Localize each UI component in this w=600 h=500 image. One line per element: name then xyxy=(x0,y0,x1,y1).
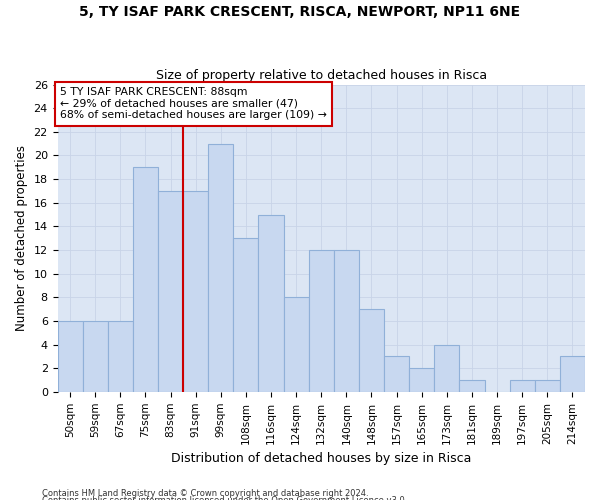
Y-axis label: Number of detached properties: Number of detached properties xyxy=(15,145,28,331)
Text: Contains public sector information licensed under the Open Government Licence v3: Contains public sector information licen… xyxy=(42,496,407,500)
Bar xyxy=(460,380,485,392)
Bar xyxy=(259,214,284,392)
Bar xyxy=(183,191,208,392)
Bar xyxy=(334,250,359,392)
Bar xyxy=(158,191,183,392)
Text: 5 TY ISAF PARK CRESCENT: 88sqm
← 29% of detached houses are smaller (47)
68% of : 5 TY ISAF PARK CRESCENT: 88sqm ← 29% of … xyxy=(60,87,327,120)
Bar xyxy=(83,321,108,392)
Title: Size of property relative to detached houses in Risca: Size of property relative to detached ho… xyxy=(156,69,487,82)
Bar xyxy=(233,238,259,392)
Bar xyxy=(359,309,384,392)
Bar xyxy=(133,168,158,392)
Bar xyxy=(309,250,334,392)
Bar xyxy=(434,344,460,392)
Text: 5, TY ISAF PARK CRESCENT, RISCA, NEWPORT, NP11 6NE: 5, TY ISAF PARK CRESCENT, RISCA, NEWPORT… xyxy=(79,5,521,19)
Bar xyxy=(535,380,560,392)
Bar xyxy=(58,321,83,392)
Bar xyxy=(384,356,409,392)
Bar xyxy=(560,356,585,392)
Bar xyxy=(108,321,133,392)
Bar xyxy=(284,298,309,392)
Text: Contains HM Land Registry data © Crown copyright and database right 2024.: Contains HM Land Registry data © Crown c… xyxy=(42,488,368,498)
Bar xyxy=(409,368,434,392)
Bar xyxy=(509,380,535,392)
Bar xyxy=(208,144,233,392)
X-axis label: Distribution of detached houses by size in Risca: Distribution of detached houses by size … xyxy=(171,452,472,465)
